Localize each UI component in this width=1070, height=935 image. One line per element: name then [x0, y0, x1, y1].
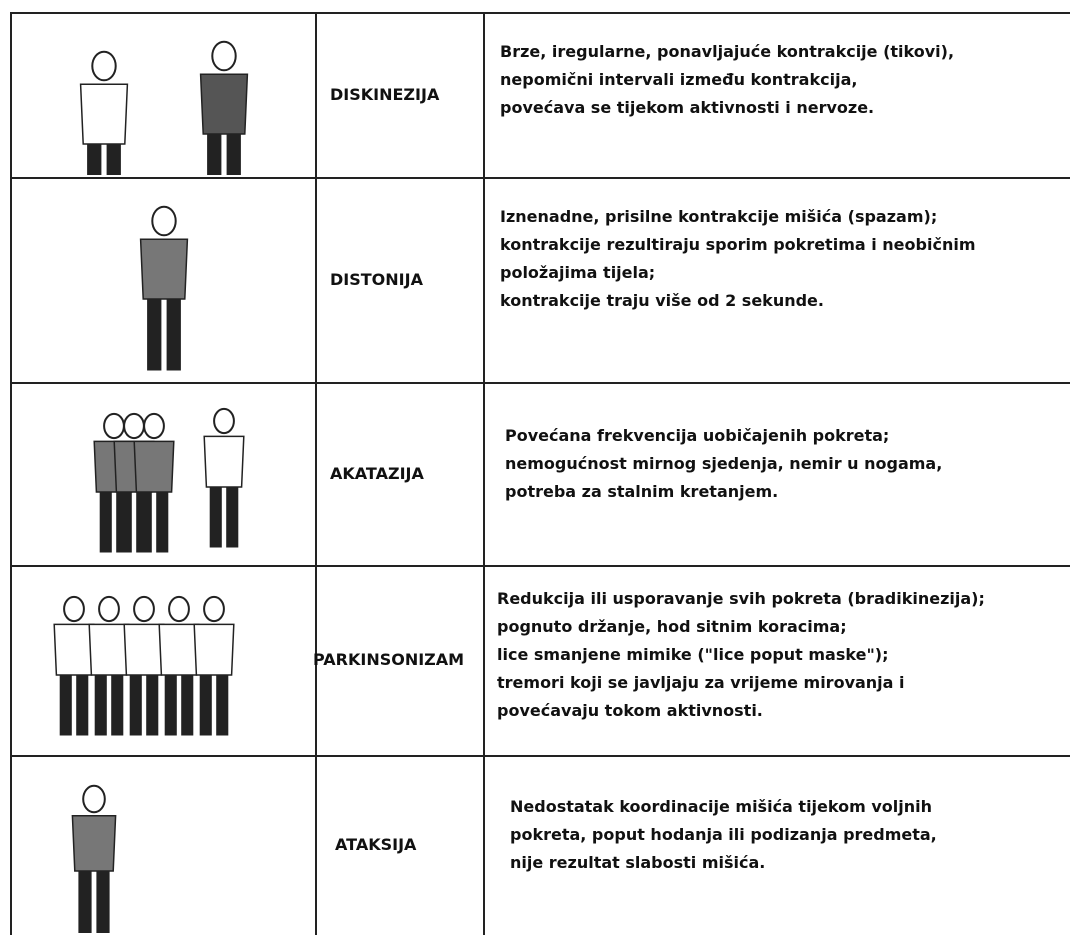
description-line: nije rezultat slabosti mišića. — [510, 853, 766, 872]
description-line: lice smanjene mimike ("lice poput maske"… — [497, 645, 889, 664]
term: ATAKSIJA — [335, 835, 417, 854]
description: Nedostatak koordinacije mišića tijekom v… — [510, 793, 937, 877]
description-line: Iznenadne, prisilne kontrakcije mišića (… — [500, 207, 938, 226]
description-line: Redukcija ili usporavanje svih pokreta (… — [497, 589, 985, 608]
illustration — [79, 40, 249, 175]
row-border — [10, 12, 1070, 14]
description-line: Povećana frekvencija uobičajenih pokreta… — [505, 426, 890, 445]
column-border — [315, 12, 317, 935]
description: Iznenadne, prisilne kontrakcije mišića (… — [500, 203, 975, 315]
description-line: Nedostatak koordinacije mišića tijekom v… — [510, 797, 932, 816]
illustration — [139, 205, 189, 371]
description: Povećana frekvencija uobičajenih pokreta… — [505, 422, 942, 506]
description-line: kontrakcije rezultiraju sporim pokretima… — [500, 235, 976, 254]
description-line: pognuto držanje, hod sitnim koracima; — [497, 617, 847, 636]
description-line: Brze, iregularne, ponavljajuće kontrakci… — [500, 42, 955, 61]
description-line: potreba za stalnim kretanjem. — [505, 482, 779, 501]
row-border — [10, 565, 1070, 567]
illustration — [53, 595, 235, 736]
column-border — [10, 12, 12, 935]
row-border — [10, 382, 1070, 384]
column-border — [483, 12, 485, 935]
description-line: položajima tijela; — [500, 263, 656, 282]
description: Brze, iregularne, ponavljajuće kontrakci… — [500, 38, 954, 122]
description-line: nemogućnost mirnog sjedenja, nemir u nog… — [505, 454, 943, 473]
term: DISTONIJA — [330, 269, 423, 289]
description-line: nepomični intervali između kontrakcija, — [500, 70, 858, 89]
term: DISKINEZIJA — [330, 84, 440, 104]
illustration — [93, 407, 245, 553]
term: PARKINSONIZAM — [313, 650, 465, 669]
description-line: tremori koji se javljaju za vrijeme miro… — [497, 673, 905, 692]
term: AKATAZIJA — [330, 463, 424, 483]
description-line: povećava se tijekom aktivnosti i nervoze… — [500, 98, 875, 117]
description: Redukcija ili usporavanje svih pokreta (… — [497, 585, 985, 725]
description-line: kontrakcije traju više od 2 sekunde. — [500, 291, 824, 310]
row-border — [10, 177, 1070, 179]
description-line: povećavaju tokom aktivnosti. — [497, 701, 763, 720]
description-line: pokreta, poput hodanja ili podizanja pre… — [510, 825, 937, 844]
illustration — [71, 784, 117, 933]
row-border — [10, 755, 1070, 757]
